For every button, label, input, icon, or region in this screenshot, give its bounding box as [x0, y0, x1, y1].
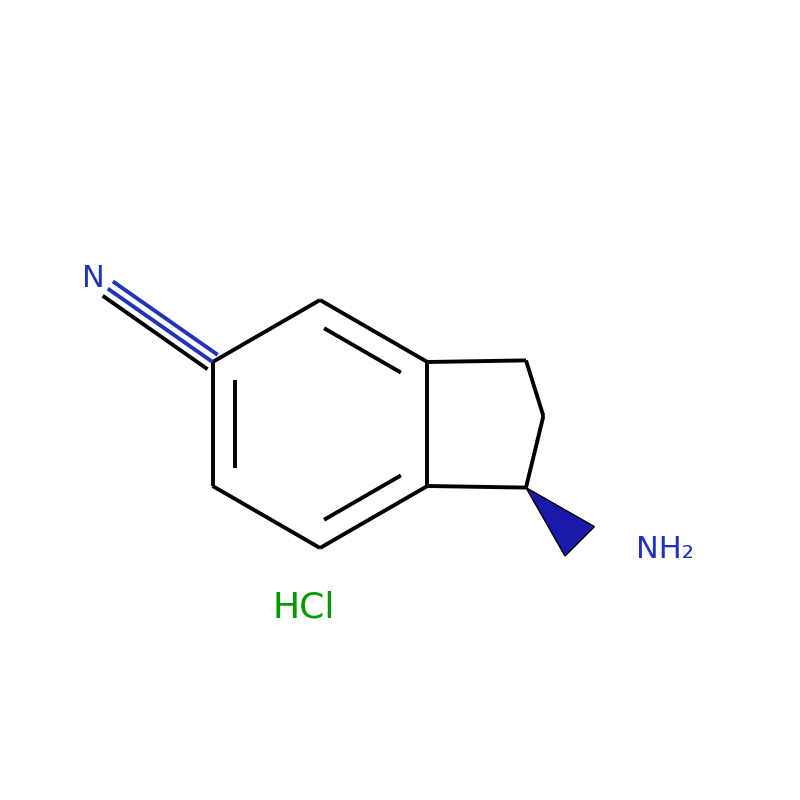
Polygon shape [526, 488, 594, 556]
Text: HCl: HCl [273, 591, 335, 625]
Text: N: N [82, 264, 105, 293]
Text: NH₂: NH₂ [636, 535, 694, 564]
